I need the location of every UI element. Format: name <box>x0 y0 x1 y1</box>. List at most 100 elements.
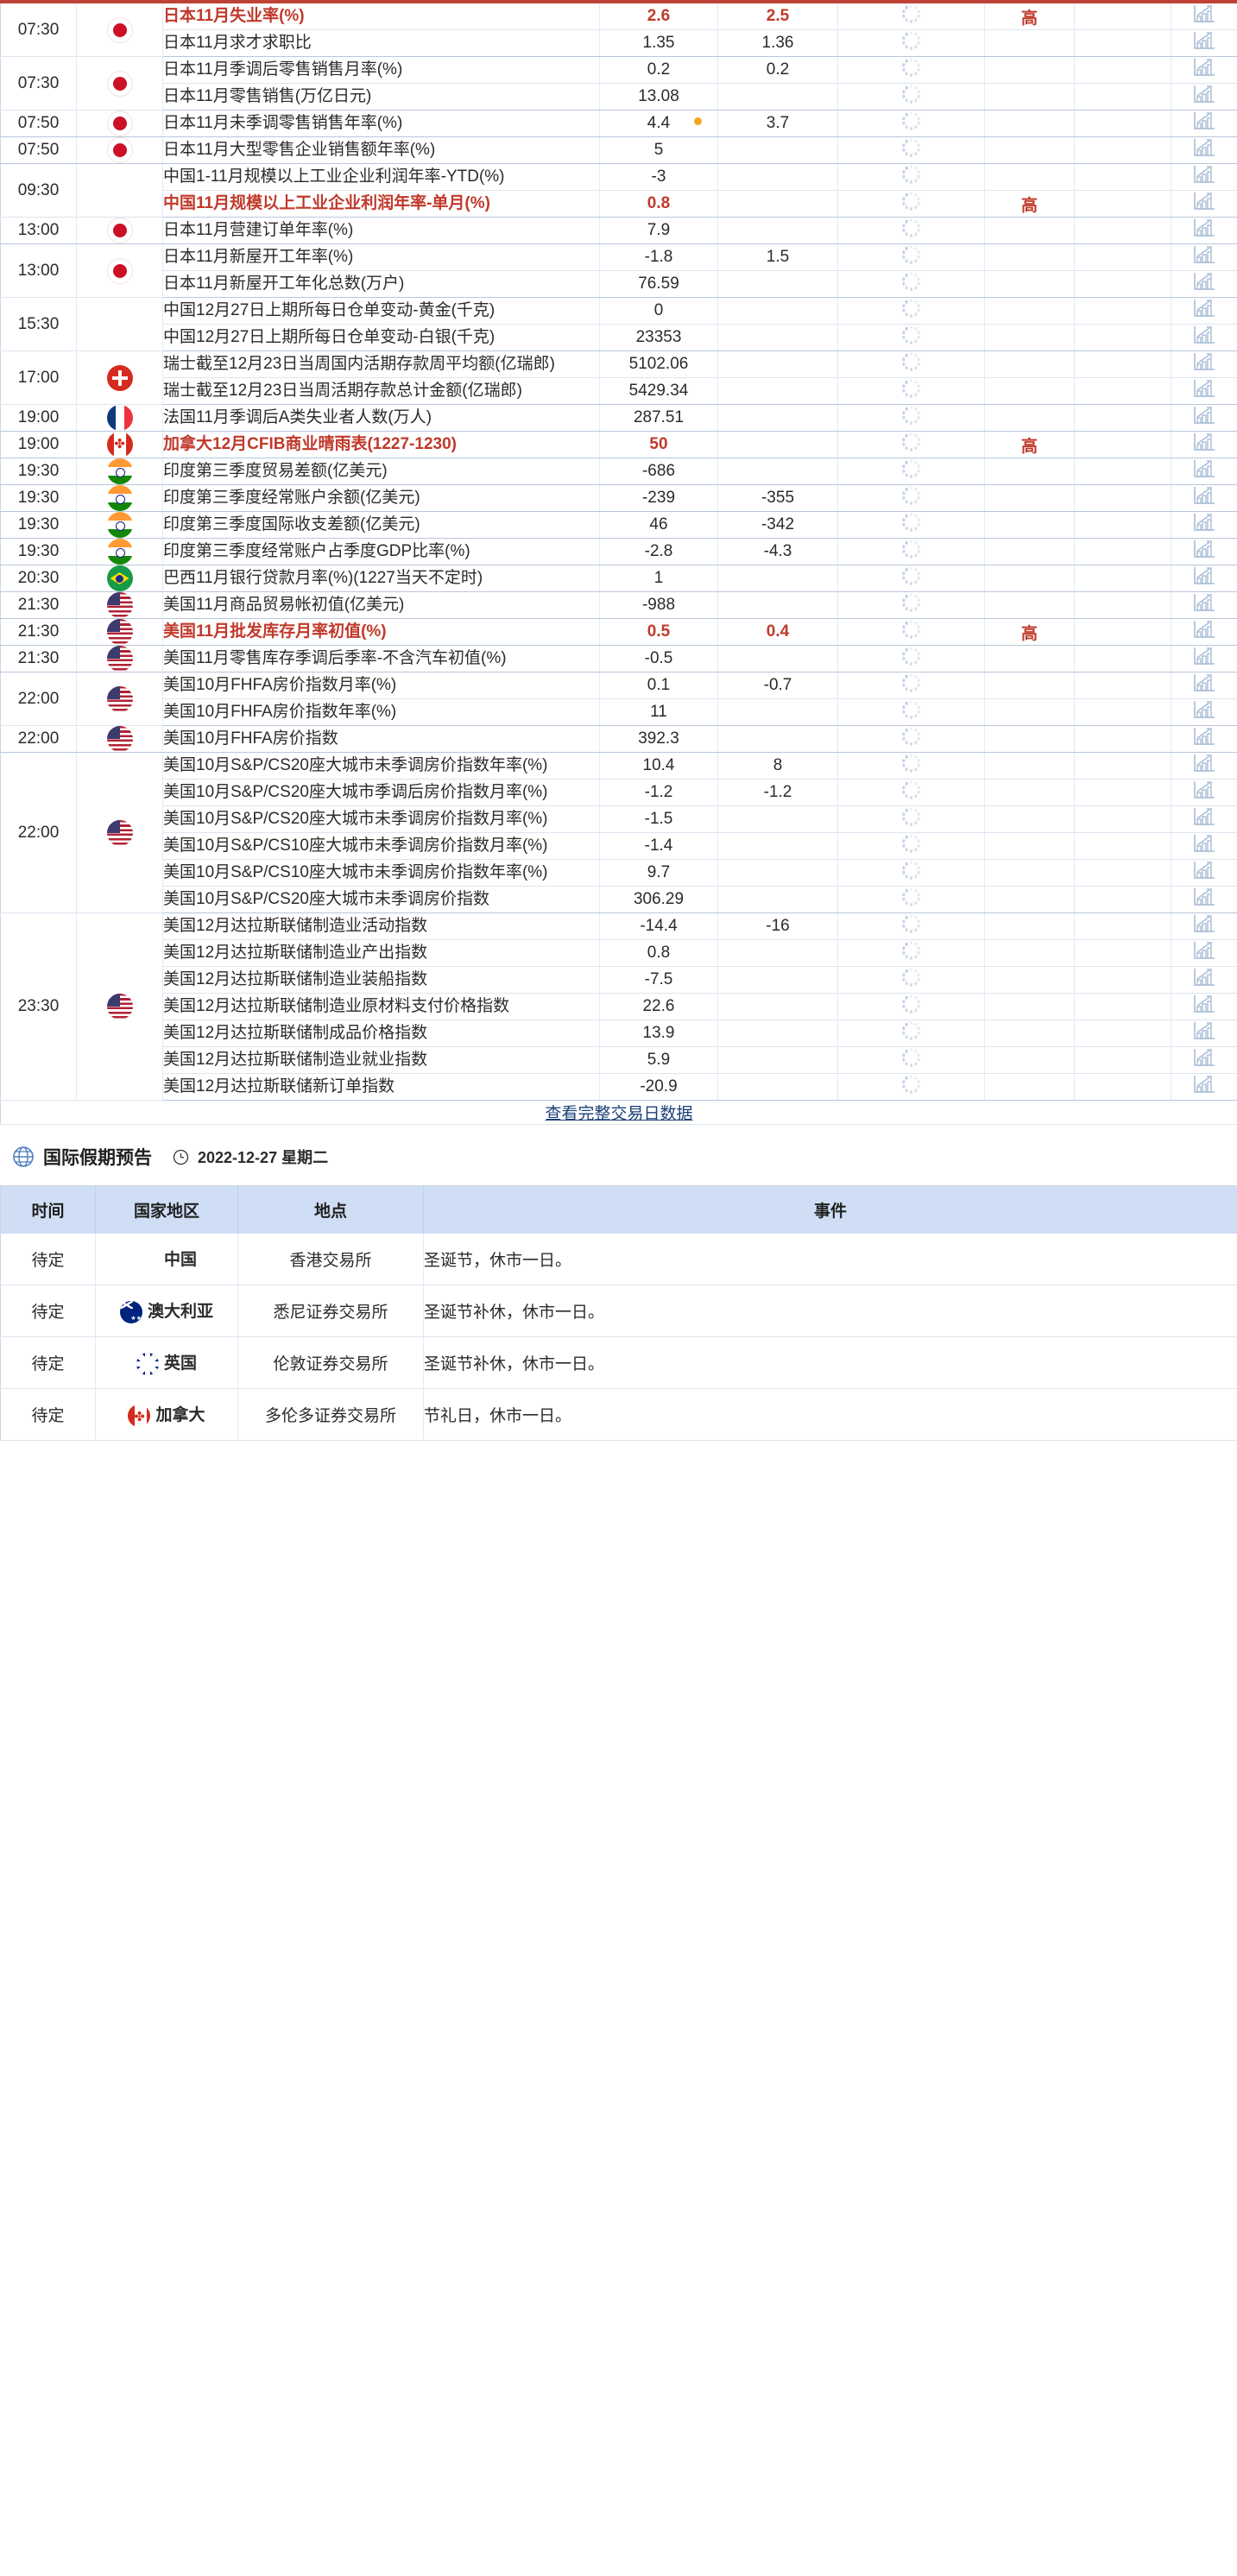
event-name[interactable]: 美国10月FHFA房价指数年率(%) <box>162 698 600 726</box>
bar-chart-icon[interactable] <box>1193 3 1215 24</box>
calendar-row[interactable]: 美国10月S&P/CS20座大城市未季调房价指数 306.29 <box>1 886 1237 913</box>
chart-link-cell[interactable] <box>1171 404 1237 432</box>
calendar-row[interactable]: 07:50 日本11月未季调零售销售年率(%) 4.4 3.7 <box>0 110 1237 137</box>
event-name[interactable]: 美国12月达拉斯联储制造业产出指数 <box>162 939 600 967</box>
chart-link-cell[interactable] <box>1171 136 1237 164</box>
event-name[interactable]: 瑞士截至12月23日当周活期存款总计金额(亿瑞郎) <box>162 377 600 405</box>
holiday-row[interactable]: 待定 英国 伦敦证券交易所 圣诞节补休，休市一日。 <box>0 1336 1237 1389</box>
calendar-row[interactable]: 美国12月达拉斯联储制成品价格指数 13.9 <box>1 1020 1237 1047</box>
chart-link-cell[interactable] <box>1171 2 1237 30</box>
calendar-row[interactable]: 美国12月达拉斯联储新订单指数 -20.9 <box>1 1073 1237 1101</box>
bar-chart-icon[interactable] <box>1193 967 1215 988</box>
chart-link-cell[interactable] <box>1171 243 1237 271</box>
chart-link-cell[interactable] <box>1171 698 1237 726</box>
event-name[interactable]: 美国12月达拉斯联储制造业就业指数 <box>162 1046 600 1074</box>
bar-chart-icon[interactable] <box>1193 1074 1215 1095</box>
calendar-row[interactable]: 美国10月S&P/CS10座大城市未季调房价指数年率(%) 9.7 <box>1 859 1237 887</box>
bar-chart-icon[interactable] <box>1193 137 1215 158</box>
bar-chart-icon[interactable] <box>1193 432 1215 452</box>
event-name[interactable]: 中国12月27日上期所每日仓单变动-黄金(千克) <box>162 297 600 325</box>
chart-link-cell[interactable] <box>1171 859 1237 887</box>
bar-chart-icon[interactable] <box>1193 84 1215 104</box>
bar-chart-icon[interactable] <box>1193 164 1215 185</box>
bar-chart-icon[interactable] <box>1193 191 1215 212</box>
chart-link-cell[interactable] <box>1171 458 1237 485</box>
bar-chart-icon[interactable] <box>1193 405 1215 426</box>
chart-link-cell[interactable] <box>1171 725 1237 753</box>
event-name[interactable]: 印度第三季度国际收支差额(亿美元) <box>162 511 600 539</box>
chart-link-cell[interactable] <box>1171 886 1237 913</box>
calendar-row[interactable]: 22:00 美国10月FHFA房价指数月率(%) 0.1 -0.7 <box>0 672 1237 726</box>
calendar-row[interactable]: 22:00 美国10月FHFA房价指数 392.3 <box>0 725 1237 753</box>
calendar-row[interactable]: 17:00 瑞士截至12月23日当周国内活期存款周平均额(亿瑞郎) 5102.06 <box>0 350 1237 405</box>
bar-chart-icon[interactable] <box>1193 1020 1215 1041</box>
event-name[interactable]: 美国11月零售库存季调后季率-不含汽车初值(%) <box>162 645 600 672</box>
calendar-row[interactable]: 日本11月零售销售(万亿日元) 13.08 <box>1 83 1237 110</box>
event-name[interactable]: 中国11月规模以上工业企业利润年率-单月(%) <box>162 190 600 218</box>
calendar-row[interactable]: 07:30 日本11月季调后零售销售月率(%) 0.2 0.2 <box>0 56 1237 110</box>
event-name[interactable]: 美国10月FHFA房价指数月率(%) <box>162 672 600 699</box>
event-name[interactable]: 美国10月S&P/CS20座大城市未季调房价指数月率(%) <box>162 805 600 833</box>
chart-link-cell[interactable] <box>1171 190 1237 218</box>
calendar-row[interactable]: 21:30 美国11月零售库存季调后季率-不含汽车初值(%) -0.5 <box>0 645 1237 672</box>
event-name[interactable]: 美国10月S&P/CS20座大城市未季调房价指数年率(%) <box>162 752 600 780</box>
calendar-row[interactable]: 21:30 美国11月商品贸易帐初值(亿美元) -988 <box>0 591 1237 619</box>
chart-link-cell[interactable] <box>1171 1020 1237 1047</box>
chart-link-cell[interactable] <box>1171 1046 1237 1074</box>
event-name[interactable]: 中国1-11月规模以上工业企业利润年率-YTD(%) <box>162 163 600 191</box>
calendar-row[interactable]: 13:00 日本11月新屋开工年率(%) -1.8 1.5 <box>0 243 1237 298</box>
calendar-row[interactable]: 07:50 日本11月大型零售企业销售额年率(%) 5 <box>0 136 1237 164</box>
chart-link-cell[interactable] <box>1171 83 1237 110</box>
bar-chart-icon[interactable] <box>1193 565 1215 586</box>
calendar-row[interactable]: 23:30 美国12月达拉斯联储制造业活动指数 -14.4 -16 <box>0 912 1237 1101</box>
chart-link-cell[interactable] <box>1171 56 1237 84</box>
event-name[interactable]: 中国12月27日上期所每日仓单变动-白银(千克) <box>162 324 600 351</box>
chart-link-cell[interactable] <box>1171 565 1237 592</box>
event-name[interactable]: 印度第三季度经常账户占季度GDP比率(%) <box>162 538 600 565</box>
calendar-row[interactable]: 19:30 印度第三季度经常账户占季度GDP比率(%) -2.8 -4.3 <box>0 538 1237 565</box>
event-name[interactable]: 瑞士截至12月23日当周国内活期存款周平均额(亿瑞郎) <box>162 350 600 378</box>
bar-chart-icon[interactable] <box>1193 110 1215 131</box>
bar-chart-icon[interactable] <box>1193 619 1215 640</box>
bar-chart-icon[interactable] <box>1193 1047 1215 1068</box>
bar-chart-icon[interactable] <box>1193 833 1215 854</box>
bar-chart-icon[interactable] <box>1193 913 1215 934</box>
bar-chart-icon[interactable] <box>1193 699 1215 720</box>
calendar-row[interactable]: 20:30 巴西11月银行贷款月率(%)(1227当天不定时) 1 <box>0 565 1237 592</box>
event-name[interactable]: 美国12月达拉斯联储新订单指数 <box>162 1073 600 1101</box>
calendar-row[interactable]: 美国10月S&P/CS10座大城市未季调房价指数月率(%) -1.4 <box>1 832 1237 860</box>
chart-link-cell[interactable] <box>1171 1073 1237 1101</box>
chart-link-cell[interactable] <box>1171 939 1237 967</box>
event-name[interactable]: 日本11月大型零售企业销售额年率(%) <box>162 136 600 164</box>
calendar-row[interactable]: 09:30 中国1-11月规模以上工业企业利润年率-YTD(%) -3 <box>0 163 1237 218</box>
bar-chart-icon[interactable] <box>1193 57 1215 78</box>
chart-link-cell[interactable] <box>1171 672 1237 699</box>
event-name[interactable]: 日本11月未季调零售销售年率(%) <box>162 110 600 137</box>
bar-chart-icon[interactable] <box>1193 298 1215 319</box>
bar-chart-icon[interactable] <box>1193 646 1215 666</box>
bar-chart-icon[interactable] <box>1193 994 1215 1014</box>
calendar-row[interactable]: 07:30 日本11月失业率(%) 2.6 2.5 高 <box>0 2 1237 57</box>
event-name[interactable]: 美国10月FHFA房价指数 <box>162 725 600 753</box>
calendar-row[interactable]: 22:00 美国10月S&P/CS20座大城市未季调房价指数年率(%) 10.4 8 <box>0 752 1237 913</box>
event-name[interactable]: 美国12月达拉斯联储制造业原材料支付价格指数 <box>162 993 600 1020</box>
chart-link-cell[interactable] <box>1171 484 1237 512</box>
bar-chart-icon[interactable] <box>1193 271 1215 292</box>
event-name[interactable]: 美国12月达拉斯联储制成品价格指数 <box>162 1020 600 1047</box>
bar-chart-icon[interactable] <box>1193 940 1215 961</box>
event-name[interactable]: 巴西11月银行贷款月率(%)(1227当天不定时) <box>162 565 600 592</box>
calendar-row[interactable]: 19:30 印度第三季度贸易差额(亿美元) -686 <box>0 458 1237 485</box>
event-name[interactable]: 印度第三季度经常账户余额(亿美元) <box>162 484 600 512</box>
chart-link-cell[interactable] <box>1171 431 1237 458</box>
chart-link-cell[interactable] <box>1171 324 1237 351</box>
chart-link-cell[interactable] <box>1171 163 1237 191</box>
bar-chart-icon[interactable] <box>1193 512 1215 533</box>
view-full-trading-data-link[interactable]: 查看完整交易日数据 <box>545 1105 693 1123</box>
event-name[interactable]: 美国10月S&P/CS20座大城市季调后房价指数月率(%) <box>162 779 600 806</box>
chart-link-cell[interactable] <box>1171 591 1237 619</box>
chart-link-cell[interactable] <box>1171 538 1237 565</box>
chart-link-cell[interactable] <box>1171 912 1237 940</box>
calendar-row[interactable]: 美国10月FHFA房价指数年率(%) 11 <box>1 698 1237 726</box>
bar-chart-icon[interactable] <box>1193 351 1215 372</box>
event-name[interactable]: 美国10月S&P/CS10座大城市未季调房价指数月率(%) <box>162 832 600 860</box>
